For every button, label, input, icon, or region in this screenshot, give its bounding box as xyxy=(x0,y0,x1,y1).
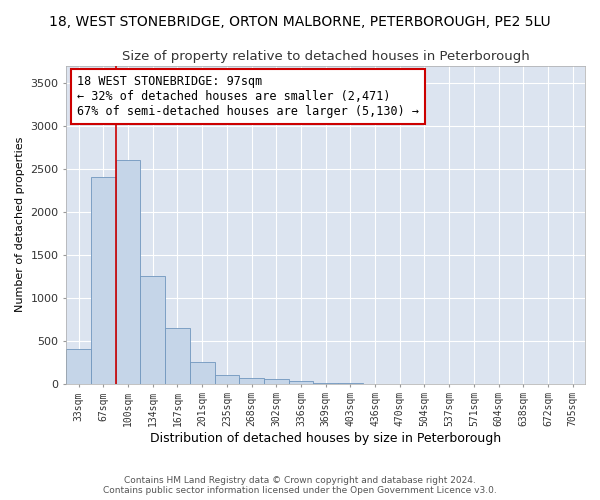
Bar xyxy=(190,362,215,384)
X-axis label: Distribution of detached houses by size in Peterborough: Distribution of detached houses by size … xyxy=(150,432,501,445)
Bar xyxy=(91,178,116,384)
Text: 18 WEST STONEBRIDGE: 97sqm
← 32% of detached houses are smaller (2,471)
67% of s: 18 WEST STONEBRIDGE: 97sqm ← 32% of deta… xyxy=(77,75,419,118)
Text: 18, WEST STONEBRIDGE, ORTON MALBORNE, PETERBOROUGH, PE2 5LU: 18, WEST STONEBRIDGE, ORTON MALBORNE, PE… xyxy=(49,15,551,29)
Bar xyxy=(165,328,190,384)
Text: Contains HM Land Registry data © Crown copyright and database right 2024.
Contai: Contains HM Land Registry data © Crown c… xyxy=(103,476,497,495)
Bar xyxy=(67,349,91,384)
Bar xyxy=(239,378,264,384)
Bar xyxy=(116,160,140,384)
Bar xyxy=(264,380,289,384)
Bar xyxy=(140,276,165,384)
Bar xyxy=(289,381,313,384)
Y-axis label: Number of detached properties: Number of detached properties xyxy=(15,137,25,312)
Bar xyxy=(313,382,338,384)
Title: Size of property relative to detached houses in Peterborough: Size of property relative to detached ho… xyxy=(122,50,530,63)
Bar xyxy=(215,375,239,384)
